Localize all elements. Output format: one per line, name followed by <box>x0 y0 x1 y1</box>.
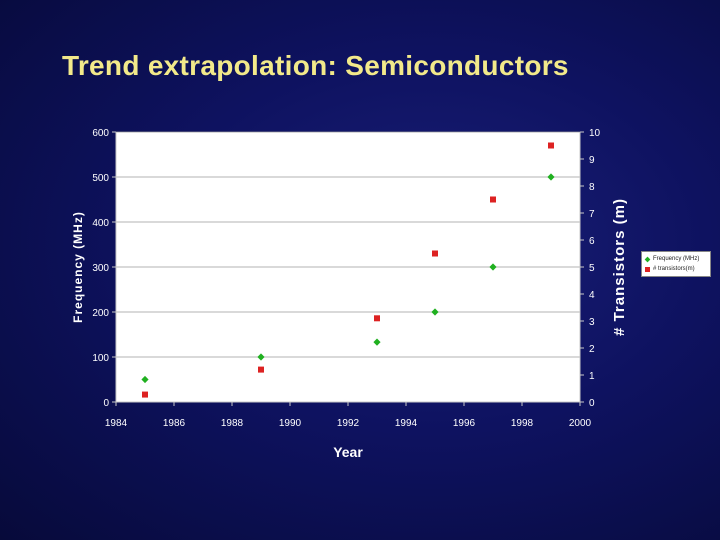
frequency-point <box>141 375 149 384</box>
y2-tick-label: 9 <box>589 155 595 166</box>
frequency-point <box>489 263 497 271</box>
y2-tick-label: 7 <box>589 209 595 220</box>
transistor-point <box>490 196 496 203</box>
y2-tick-label: 2 <box>589 344 595 355</box>
transistor-point <box>374 315 380 322</box>
x-tick-label: 1994 <box>395 418 418 429</box>
x-tick-label: 1990 <box>279 418 302 429</box>
legend-item-frequency: Frequency (MHz) <box>644 254 707 264</box>
transistor-point <box>142 391 148 398</box>
x-tick-label: 2000 <box>569 418 592 429</box>
frequency-point <box>547 173 555 181</box>
legend-item-transistors: # transistors(m) <box>645 264 707 274</box>
legend-square-marker <box>645 266 650 272</box>
y2-tick-label: 10 <box>589 128 601 139</box>
x-tick-label: 1998 <box>511 418 534 429</box>
tick-labels: 0 100 200 300 400 500 600 0 1 2 3 4 5 6 7 8 9 10 1984 1986 1… <box>92 128 600 429</box>
y2-axis-label: # Transistors (m) <box>611 198 628 336</box>
transistor-point <box>432 250 438 257</box>
legend-diamond-marker <box>644 256 651 262</box>
x-tick-label: 1992 <box>337 418 360 429</box>
y-axis-label: Frequency (MHz) <box>71 211 85 323</box>
x-tick-label: 1986 <box>163 418 186 429</box>
frequency-point <box>373 338 381 346</box>
y-tick-label: 600 <box>92 128 109 139</box>
y-tick-label: 500 <box>92 173 109 184</box>
frequency-point <box>431 308 439 316</box>
transistor-point <box>548 142 554 149</box>
x-axis-label: Year <box>333 444 363 460</box>
y2-tick-label: 4 <box>589 290 595 301</box>
gridlines <box>116 131 580 358</box>
x-tick-label: 1996 <box>453 418 476 429</box>
y2-tick-label: 8 <box>589 182 595 193</box>
y2-tick-label: 3 <box>589 317 595 328</box>
y2-tick-label: 5 <box>589 263 595 274</box>
y-tick-label: 200 <box>92 308 109 319</box>
y-tick-label: 300 <box>92 263 109 274</box>
slide-title: Trend extrapolation: Semiconductors <box>62 50 569 81</box>
frequency-point <box>257 353 265 361</box>
x-tick-label: 1988 <box>221 418 244 429</box>
y-tick-label: 100 <box>92 353 109 364</box>
y-tick-label: 400 <box>92 218 109 229</box>
data-points <box>141 142 555 398</box>
transistor-point <box>258 366 264 373</box>
legend-label-frequency: Frequency (MHz) <box>653 256 700 262</box>
chart-legend: Frequency (MHz) # transistors(m) <box>641 251 711 277</box>
y2-tick-label: 0 <box>589 398 595 409</box>
y-tick-label: 0 <box>103 398 109 409</box>
x-tick-label: 1984 <box>105 418 128 429</box>
legend-label-transistors: # transistors(m) <box>653 266 695 272</box>
y2-tick-label: 6 <box>589 236 595 247</box>
y2-tick-label: 1 <box>589 371 595 382</box>
axes <box>112 131 584 406</box>
